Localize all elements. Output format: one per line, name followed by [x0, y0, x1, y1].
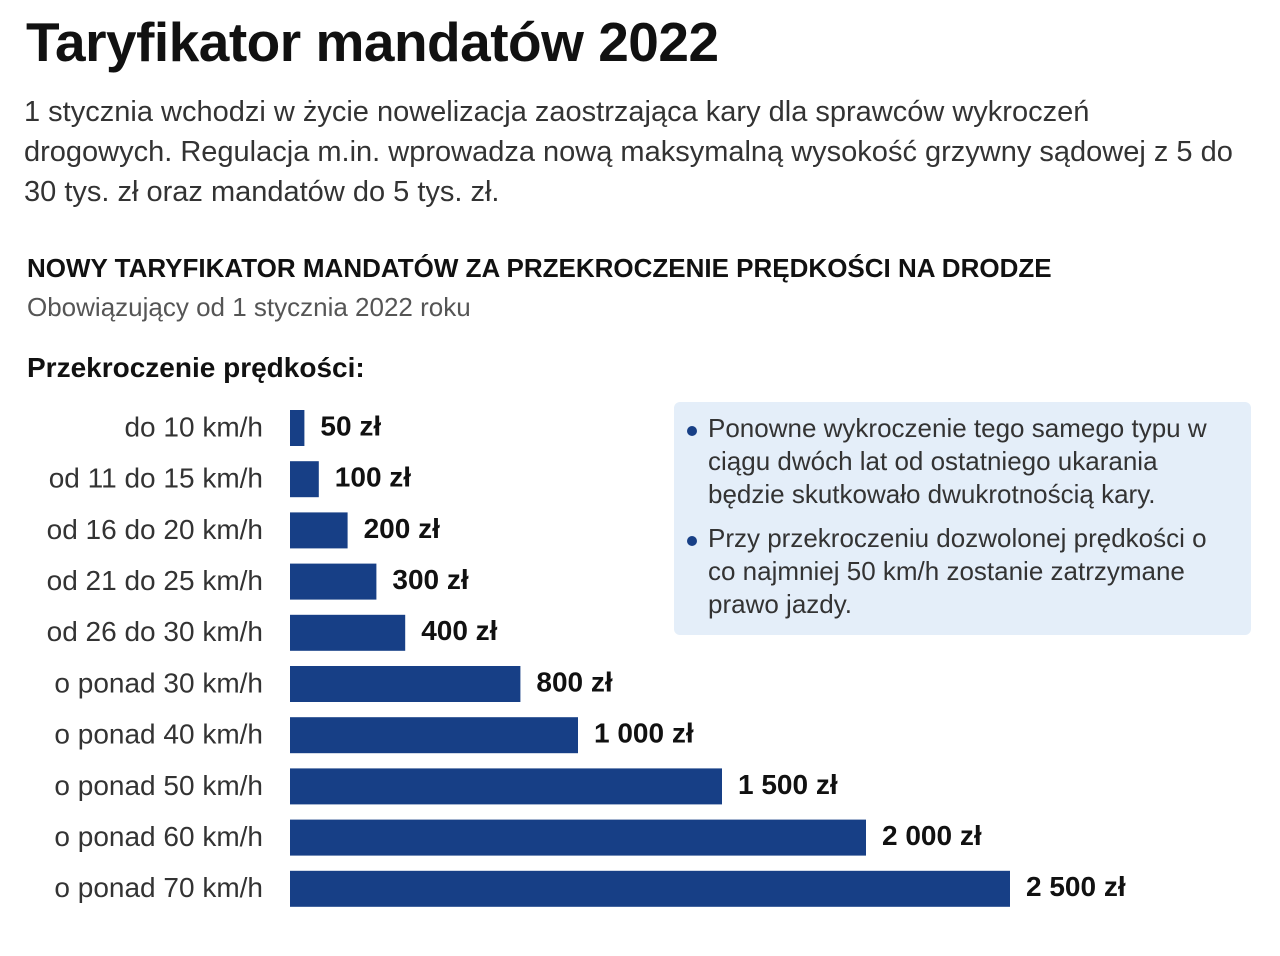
value-label: 200 zł [364, 513, 440, 544]
title: Taryfikator mandatów 2022 [26, 11, 719, 73]
value-label: 50 zł [320, 410, 381, 441]
value-label: 1 500 zł [738, 769, 838, 800]
bar [290, 870, 1010, 907]
category-label: od 16 do 20 km/h [47, 514, 263, 545]
axis-label: Przekroczenie prędkości: [27, 352, 365, 383]
bar [290, 410, 305, 446]
bar [290, 666, 521, 702]
category-label: od 21 do 25 km/h [47, 565, 263, 596]
chart-subtitle: Obowiązujący od 1 stycznia 2022 roku [27, 292, 471, 322]
value-label: 400 zł [421, 615, 497, 646]
category-label: o ponad 70 km/h [54, 872, 263, 903]
bar [290, 768, 722, 805]
bar [290, 563, 377, 600]
category-label: od 11 do 15 km/h [49, 463, 263, 494]
category-label: o ponad 40 km/h [54, 719, 263, 750]
note: Przy przekroczeniu dozwolonej prędkości … [687, 522, 1237, 621]
bar [290, 819, 866, 856]
category-label: do 10 km/h [124, 411, 263, 442]
bar [290, 512, 348, 549]
value-label: 2 000 zł [882, 820, 982, 851]
chart-title: NOWY TARYFIKATOR MANDATÓW ZA PRZEKROCZEN… [27, 253, 1052, 283]
value-label: 2 500 zł [1026, 871, 1126, 902]
value-label: 300 zł [392, 564, 468, 595]
bar [290, 614, 406, 651]
category-label: o ponad 50 km/h [54, 770, 263, 801]
category-label: o ponad 60 km/h [54, 821, 263, 852]
value-label: 100 zł [335, 462, 411, 493]
bar [290, 461, 319, 498]
category-label: o ponad 30 km/h [54, 667, 263, 698]
value-label: 1 000 zł [594, 718, 694, 749]
value-label: 800 zł [536, 666, 612, 697]
notes-list: Ponowne wykroczenie tego samego typu w c… [687, 412, 1237, 621]
notes-box: Ponowne wykroczenie tego samego typu w c… [674, 402, 1251, 635]
description: 1 stycznia wchodzi w życie nowelizacja z… [24, 96, 1233, 208]
bar [290, 717, 578, 754]
note: Ponowne wykroczenie tego samego typu w c… [687, 412, 1237, 511]
category-label: od 26 do 30 km/h [47, 616, 263, 647]
